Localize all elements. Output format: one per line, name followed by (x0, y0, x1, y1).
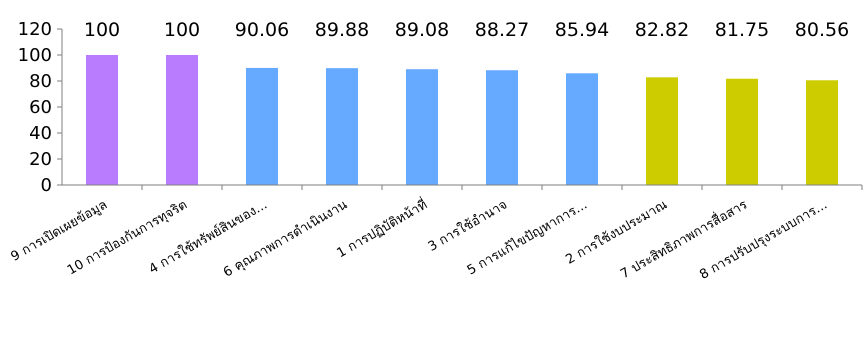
bar (726, 78, 758, 185)
y-tick-label: 20 (29, 149, 52, 170)
y-tick-label: 100 (18, 45, 52, 66)
data-label: 88.27 (475, 19, 529, 41)
x-axis: 9 การเปิดเผยข้อมูล10 การป้องกันการทุจริต… (8, 184, 863, 283)
data-label: 100 (84, 19, 120, 41)
bar (166, 55, 198, 185)
data-label: 82.82 (635, 19, 689, 41)
data-label: 90.06 (235, 19, 289, 41)
x-tick-label: 7 ประสิทธิภาพการสื่อสาร (617, 196, 750, 283)
data-label: 89.08 (395, 19, 449, 41)
bar (566, 73, 598, 185)
bar (486, 70, 518, 185)
data-label: 81.75 (715, 19, 769, 41)
y-tick-label: 60 (29, 97, 52, 118)
bars (86, 55, 838, 185)
x-tick-label: 8 การปรับปรุงระบบการ... (697, 197, 830, 282)
x-tick-label: 1 การปฏิบัติหน้าที่ (334, 196, 430, 262)
y-tick-label: 120 (18, 19, 52, 40)
data-labels: 100 100 90.06 89.88 89.08 88.27 85.94 82.82 81.7… (84, 19, 849, 41)
y-tick-label: 0 (41, 175, 52, 196)
y-tick-label: 80 (29, 71, 52, 92)
bar (86, 55, 118, 185)
bar (326, 68, 358, 185)
bar (646, 77, 678, 185)
bar (246, 67, 278, 185)
data-label: 85.94 (555, 19, 609, 41)
data-label: 80.56 (795, 19, 849, 41)
y-tick-label: 40 (29, 123, 52, 144)
bar (406, 69, 438, 185)
data-label: 100 (164, 19, 200, 41)
bar (806, 80, 838, 185)
y-axis: 0 20 40 60 80 100 120 (18, 19, 63, 196)
data-label: 89.88 (315, 19, 369, 41)
